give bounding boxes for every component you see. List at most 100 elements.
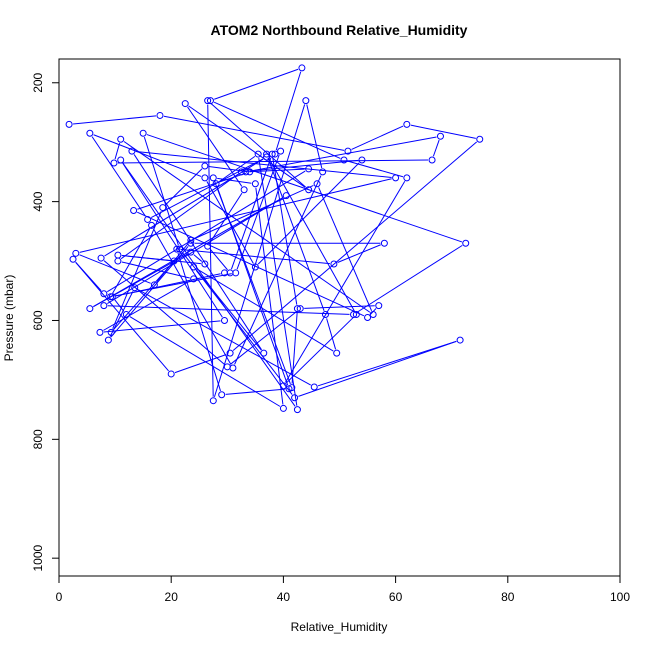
data-point bbox=[456, 336, 464, 344]
data-point bbox=[462, 239, 470, 247]
data-point bbox=[220, 316, 228, 324]
series-line-segment bbox=[107, 305, 350, 315]
series-line-segment bbox=[187, 106, 243, 187]
data-point bbox=[302, 97, 310, 105]
series-line-segment bbox=[196, 268, 334, 352]
series-line-segment bbox=[326, 318, 337, 350]
data-point bbox=[201, 174, 209, 182]
data-point bbox=[246, 168, 254, 176]
series-line-segment bbox=[230, 310, 298, 365]
series-line-segment bbox=[249, 168, 305, 173]
series-line-segment bbox=[122, 162, 296, 407]
data-point bbox=[107, 328, 115, 336]
data-point bbox=[65, 120, 73, 128]
series-line-segment bbox=[110, 245, 189, 338]
data-point bbox=[114, 257, 122, 265]
data-point bbox=[251, 263, 259, 271]
data-point bbox=[187, 239, 195, 247]
data-point bbox=[358, 156, 366, 164]
data-point bbox=[242, 168, 250, 176]
data-point bbox=[104, 336, 112, 344]
data-point bbox=[263, 153, 271, 161]
data-point bbox=[190, 263, 198, 271]
data-point bbox=[330, 260, 338, 268]
series-line-segment bbox=[188, 105, 306, 188]
series-line-segment bbox=[177, 252, 221, 392]
data-point bbox=[139, 129, 147, 137]
series-line-segment bbox=[209, 192, 243, 244]
series-line-segment bbox=[410, 124, 476, 139]
data-point bbox=[293, 305, 301, 313]
series-line-segment bbox=[91, 136, 146, 217]
data-point bbox=[110, 159, 118, 167]
data-point bbox=[279, 382, 287, 390]
series-line-segment bbox=[213, 101, 341, 159]
series-line-segment bbox=[234, 175, 322, 365]
x-axis-label: Relative_Humidity bbox=[291, 620, 388, 634]
series-line-segment bbox=[207, 104, 214, 397]
data-point bbox=[226, 269, 234, 277]
data-point bbox=[344, 147, 352, 155]
series-line-segment bbox=[133, 154, 262, 351]
data-point bbox=[212, 180, 220, 188]
data-point bbox=[279, 404, 287, 412]
data-point bbox=[232, 269, 240, 277]
series-line-segment bbox=[337, 244, 381, 263]
x-tick-label: 40 bbox=[277, 590, 291, 604]
x-tick-label: 20 bbox=[165, 590, 179, 604]
series-line-segment bbox=[109, 291, 134, 337]
series-line-segment bbox=[255, 187, 284, 405]
series-line-segment bbox=[356, 244, 463, 313]
series-line-segment bbox=[210, 102, 306, 188]
series-line-segment bbox=[298, 340, 457, 397]
data-point bbox=[220, 269, 228, 277]
data-point bbox=[293, 406, 301, 414]
data-point bbox=[333, 349, 341, 357]
data-point bbox=[128, 147, 136, 155]
x-axis: 0 20 40 60 80 100 bbox=[56, 575, 630, 604]
data-point bbox=[251, 180, 259, 188]
series-line-segment bbox=[79, 254, 151, 284]
series-line-segment bbox=[194, 184, 314, 240]
data-point bbox=[72, 249, 80, 257]
data-point bbox=[201, 162, 209, 170]
data-point bbox=[237, 168, 245, 176]
data-point bbox=[340, 156, 348, 164]
series-line-segment bbox=[347, 160, 404, 178]
data-point bbox=[296, 305, 304, 313]
data-point bbox=[204, 97, 212, 105]
data-point bbox=[130, 207, 138, 215]
data-point bbox=[288, 384, 296, 392]
data-point bbox=[229, 364, 237, 372]
data-point bbox=[254, 150, 262, 158]
series-line-segment bbox=[232, 141, 478, 351]
series-line-segment bbox=[121, 255, 171, 262]
y-tick-label: 800 bbox=[31, 429, 45, 449]
y-tick-label: 1000 bbox=[31, 545, 45, 572]
series-line-segment bbox=[180, 249, 330, 265]
y-tick-label: 400 bbox=[31, 191, 45, 211]
series-line-segment bbox=[114, 299, 125, 312]
y-tick-label: 600 bbox=[31, 310, 45, 330]
data-point bbox=[190, 275, 198, 283]
data-point bbox=[96, 328, 104, 336]
series-line-segment bbox=[318, 187, 373, 312]
data-point bbox=[204, 242, 212, 250]
data-point bbox=[100, 302, 108, 310]
data-point bbox=[428, 156, 436, 164]
series-line-segment bbox=[116, 273, 221, 297]
series-line-segment bbox=[268, 157, 355, 312]
x-tick-label: 0 bbox=[56, 590, 63, 604]
data-point bbox=[268, 150, 276, 158]
data-point bbox=[305, 165, 313, 173]
series-line-segment bbox=[219, 155, 256, 182]
series-line-segment bbox=[112, 228, 151, 294]
data-point bbox=[209, 174, 217, 182]
series-line-segment bbox=[143, 136, 179, 246]
series-line-segment bbox=[272, 157, 298, 305]
data-point bbox=[218, 391, 226, 399]
series-line-segment bbox=[75, 261, 102, 292]
data-point bbox=[117, 156, 125, 164]
data-point bbox=[187, 236, 195, 244]
data-point bbox=[156, 111, 164, 119]
